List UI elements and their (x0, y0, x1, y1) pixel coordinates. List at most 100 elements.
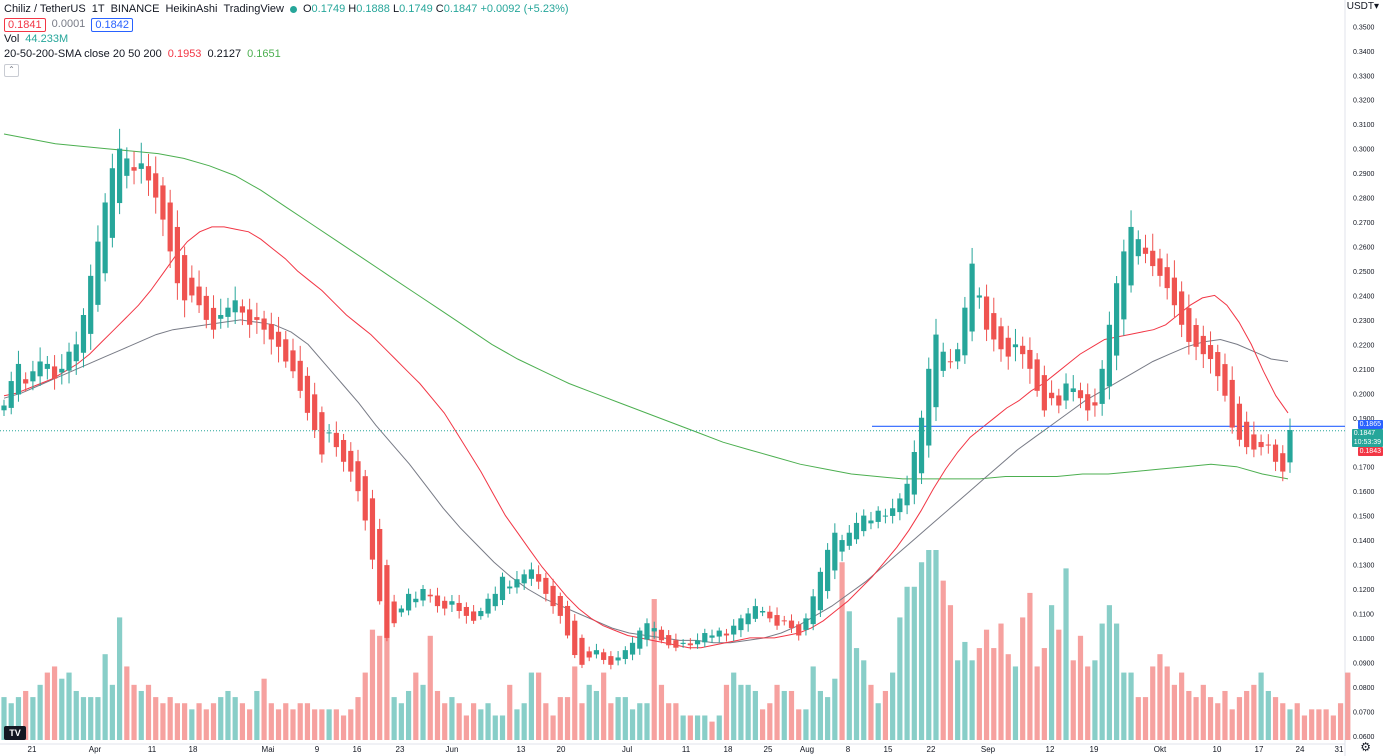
volume-bar (275, 709, 282, 740)
volume-bar (15, 697, 22, 740)
gear-icon[interactable]: ⚙ (1360, 740, 1371, 754)
collapse-legend-icon[interactable]: ⌃ (4, 64, 19, 77)
candle-body (825, 549, 831, 592)
candle-body (983, 296, 990, 330)
candle-body (1034, 359, 1040, 391)
volume-bar (30, 697, 36, 740)
candle-body (745, 613, 751, 625)
volume-bar (731, 672, 737, 740)
candle-body (1128, 226, 1134, 286)
chart-style: HeikinAshi (165, 3, 218, 15)
volume-bar (116, 617, 123, 740)
candle-body (442, 600, 448, 609)
sma200-value: 0.1651 (247, 48, 281, 60)
volume-bar (1200, 684, 1206, 740)
candle-body (550, 585, 556, 607)
candle-body (59, 368, 65, 373)
interval[interactable]: 1T (91, 3, 105, 15)
candle-body (37, 361, 43, 377)
candle-body (138, 163, 144, 169)
volume-bar (687, 715, 693, 740)
volume-bar (51, 666, 58, 740)
volume-bar (8, 703, 14, 740)
volume-bar (1150, 666, 1156, 740)
volume-bar (673, 703, 679, 740)
candle-body (1020, 345, 1026, 355)
volume-bar (528, 672, 535, 740)
candle-body (1157, 258, 1163, 276)
candle-body (1135, 239, 1141, 257)
sell-button[interactable]: 0.1841 (4, 17, 46, 32)
volume-legend[interactable]: Vol 44.233M (4, 32, 569, 47)
volume-bar (608, 703, 614, 740)
price-tick-label: 0.2300 (1353, 318, 1375, 325)
volume-bar (846, 611, 852, 740)
candle-body (629, 642, 636, 655)
price-tick-label: 0.2000 (1353, 391, 1375, 398)
candle-body (1, 405, 7, 411)
candle-body (1048, 392, 1055, 399)
volume-bar (666, 703, 672, 740)
candle-body (8, 381, 14, 408)
candle-body (88, 275, 94, 334)
candle-body (420, 588, 426, 601)
volume-bar (825, 697, 831, 740)
volume-bar (709, 721, 715, 740)
candle-body (911, 452, 917, 495)
candle-body (955, 349, 961, 362)
price-tick-label: 0.0900 (1353, 660, 1375, 667)
volume-bar (716, 715, 722, 740)
candle-body (1092, 402, 1098, 406)
candle-body (926, 368, 932, 446)
volume-bar (1345, 672, 1351, 740)
volume-bar (1309, 709, 1315, 740)
price-tick-label: 0.2800 (1353, 196, 1375, 203)
volume-bar (369, 629, 376, 740)
currency-selector[interactable]: USDT▾ (1346, 1, 1379, 12)
volume-bar (124, 666, 130, 740)
candle-body (933, 334, 939, 408)
candle-body (44, 363, 50, 369)
candle-body (839, 540, 845, 552)
candle-body (1012, 344, 1019, 348)
sma-legend[interactable]: 20-50-200-SMA close 20 50 200 0.1953 0.2… (4, 47, 569, 62)
volume-bar (102, 654, 108, 740)
volume-bar (80, 697, 87, 740)
volume-bar (23, 690, 29, 740)
chart-legend: Chiliz / TetherUS 1T BINANCE HeikinAshi … (4, 2, 569, 77)
candle-body (160, 185, 166, 220)
volume-bar (109, 684, 115, 740)
volume-bar (1085, 666, 1091, 740)
candle-body (174, 226, 180, 284)
candle-body (521, 574, 527, 584)
time-tick-label: 17 (1255, 745, 1264, 754)
candle-body (1070, 388, 1076, 393)
candle-body (723, 633, 730, 636)
buy-button[interactable]: 0.1842 (91, 17, 133, 32)
symbol-row: Chiliz / TetherUS 1T BINANCE HeikinAshi … (4, 2, 569, 17)
volume-bar (1020, 617, 1026, 740)
candle-body (124, 158, 130, 176)
price-tick-label: 0.1400 (1353, 538, 1375, 545)
volume-bar (557, 697, 563, 740)
candle-body (210, 307, 217, 330)
volume-bar (405, 690, 412, 740)
candle-body (189, 277, 195, 296)
candle-body (340, 439, 347, 462)
sma50-line (3, 319, 1289, 644)
symbol-name[interactable]: Chiliz / TetherUS (4, 3, 86, 15)
candle-body (268, 324, 274, 340)
candle-body (1114, 283, 1120, 356)
volume-bar (832, 678, 838, 740)
candle-body (976, 295, 982, 298)
candle-body (666, 635, 672, 646)
candle-body (637, 630, 643, 649)
volume-bar (1135, 697, 1141, 740)
volume-bar (615, 697, 621, 740)
volume-bar (449, 697, 455, 740)
red-price-tag: 0.1843 (1357, 447, 1383, 456)
tradingview-logo-icon[interactable]: TV (4, 726, 26, 740)
candle-body (608, 656, 614, 665)
candle-body (254, 317, 260, 320)
